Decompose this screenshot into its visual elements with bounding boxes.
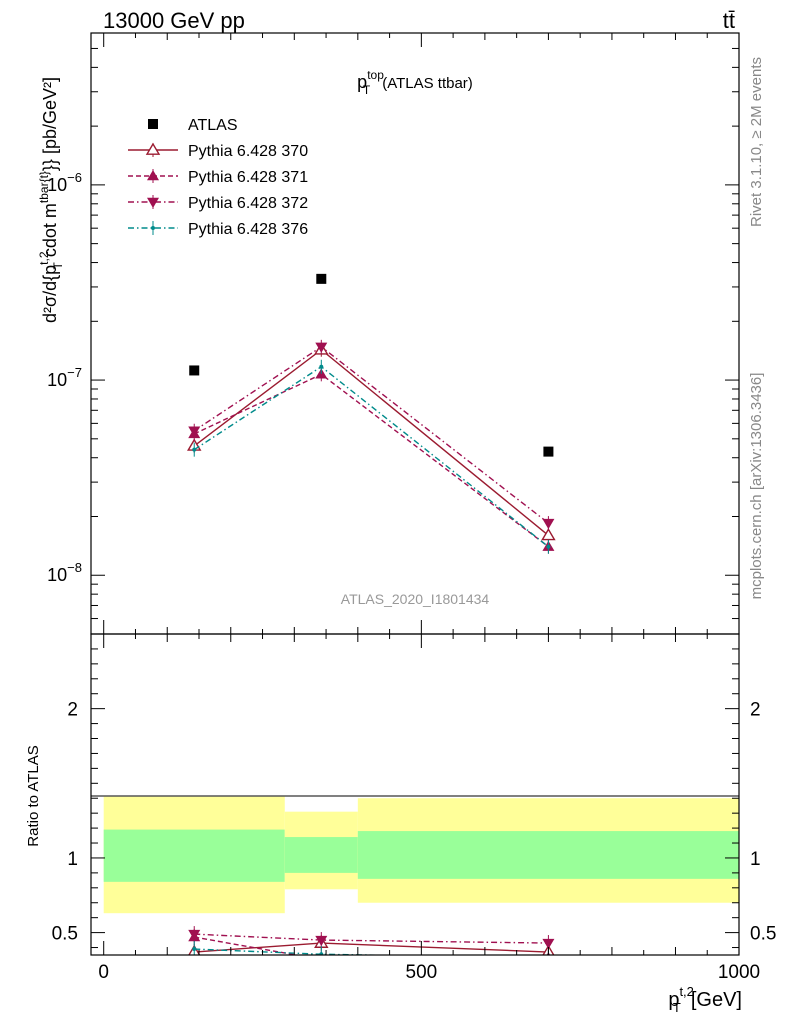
ratio-point-pythia-6-428-372: [315, 935, 328, 947]
y-tick-label: 10−7: [47, 365, 82, 390]
data-point-pythia-6-428-372: [542, 518, 555, 530]
main-y-axis-label: d²σ/d{pt,2T cdot mtbar{t}}} [pb/GeV²]: [37, 77, 65, 323]
main-plot-title: ptop T (ATLAS ttbar): [357, 68, 473, 97]
legend-marker-pythia-6-428-376: [151, 226, 155, 230]
series-line-pythia-6-428-372: [193, 345, 549, 524]
mcplots-label: mcplots.cern.ch [arXiv:1306.3436]: [748, 373, 765, 600]
legend-label-pythia-6-428-371: Pythia 6.428 371: [188, 169, 308, 186]
data-point-pythia-6-428-376: [192, 447, 197, 452]
legend-label-pythia-6-428-372: Pythia 6.428 372: [188, 195, 308, 212]
x-tick-label: 0: [98, 962, 109, 983]
x-tick-label: 500: [406, 962, 438, 983]
ratio-point-pythia-6-428-376: [192, 947, 197, 952]
data-point-atlas: [543, 446, 554, 457]
ratio-line-pythia-6-428-372: [194, 933, 549, 944]
y-tick-label: 10−8: [47, 560, 82, 585]
series-line-pythia-6-428-376: [193, 365, 549, 548]
ratio-y-tick-label-left: 2: [67, 700, 78, 721]
ratio-y-tick-label-left: 0.5: [52, 924, 78, 945]
ratio-y-tick-label-right: 1: [750, 849, 761, 870]
ratio-plot-panel: 0.5 0.5 1 1 2 2 0 500 1000 Ratio to ATLAS pt,2 T[…: [25, 633, 776, 1015]
ratio-y-tick-label-right: 2: [750, 700, 761, 721]
legend-marker-pythia-6-428-372: [147, 197, 159, 208]
data-point-atlas: [189, 365, 200, 376]
x-axis-label: pt,2 T [GeV]: [668, 984, 742, 1015]
series-line-pythia-6-428-371: [193, 373, 549, 548]
ratio-line-pythia-6-428-371: [194, 936, 300, 955]
rivet-label: Rivet 3.1.10, ≥ 2M events: [748, 57, 765, 227]
y-tick-label: 10−6: [47, 170, 82, 195]
legend-marker-atlas: [148, 119, 158, 129]
ratio-point-pythia-6-428-376: [546, 956, 550, 960]
ratio-point-pythia-6-428-372: [542, 938, 555, 950]
analysis-watermark: ATLAS_2020_I1801434: [341, 591, 490, 607]
header-process: 13000 GeV pp: [103, 8, 245, 33]
legend-label-atlas: ATLAS: [188, 117, 238, 134]
legend: ATLAS Pythia 6.428 370 Pythia 6.428 371 Pyt…: [128, 117, 308, 238]
data-point-atlas: [316, 273, 327, 284]
uncertainty-band-inner: [357, 831, 739, 879]
main-plot-panel: 10−8 10−7 10−6 ptop T (ATLAS ttbar) ATLAS_20…: [37, 32, 740, 635]
legend-label-pythia-6-428-370: Pythia 6.428 370: [188, 143, 308, 160]
ratio-y-axis-label: Ratio to ATLAS: [25, 745, 42, 846]
legend-label-pythia-6-428-376: Pythia 6.428 376: [188, 221, 308, 238]
uncertainty-band-inner: [103, 829, 285, 882]
ratio-y-tick-label-left: 1: [67, 849, 78, 870]
data-point-pythia-6-428-372: [315, 342, 328, 353]
ratio-y-tick-label-right: 0.5: [750, 924, 776, 945]
data-point-pythia-6-428-372: [188, 426, 201, 437]
legend-marker-pythia-6-428-370: [145, 142, 161, 155]
header-final-state: tt̄: [723, 8, 735, 33]
ratio-line-pythia-6-428-370: [194, 942, 549, 953]
uncertainty-band-inner: [284, 837, 358, 873]
ratio-point-pythia-6-428-376: [319, 952, 324, 955]
legend-marker-pythia-6-428-371: [147, 170, 159, 181]
x-tick-label: 1000: [718, 962, 760, 983]
data-point-pythia-6-428-376: [319, 364, 324, 369]
ratio-plot-frame: [90, 633, 740, 956]
series-line-pythia-6-428-370: [193, 348, 549, 536]
data-point-pythia-6-428-376: [546, 544, 551, 549]
ratio-point-pythia-6-428-372: [188, 929, 201, 941]
data-point-pythia-6-428-370: [541, 528, 556, 541]
